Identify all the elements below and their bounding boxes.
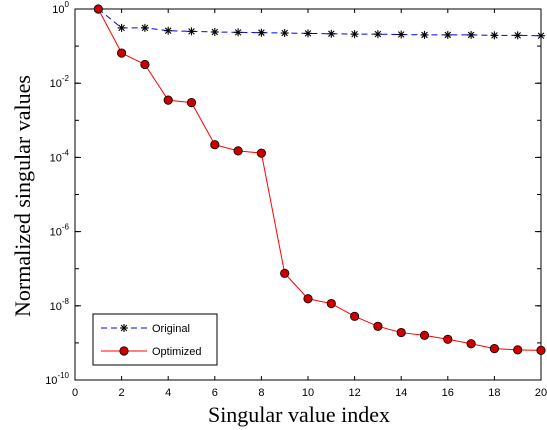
data-point-optimized [419,330,430,340]
data-point-optimized [396,327,406,338]
legend-marker-original [120,324,128,332]
legend: Original Optimized [92,313,218,366]
legend-label-original: Original [152,323,190,335]
data-point-original [537,31,545,40]
asterisk-stroke [304,30,312,37]
data-point-optimized [303,294,313,304]
y-tick-label: 10-4 [50,148,70,164]
x-tick-label: 2 [119,387,125,399]
data-point-original [350,30,359,39]
data-point-original [257,28,266,37]
data-point-optimized [210,140,220,150]
data-point-original [420,30,429,39]
y-tick-label: 10-2 [50,74,70,90]
data-point-original [210,27,219,36]
data-point-optimized [280,268,290,278]
data-point-optimized [186,97,197,108]
asterisk-stroke [141,24,149,32]
data-point-original [187,27,196,36]
data-point-optimized [489,344,499,354]
asterisk-stroke [118,24,125,32]
y-axis-label: Normalized singular values [10,75,35,317]
x-tick-label: 10 [302,387,314,399]
x-tick-label: 8 [258,387,264,399]
data-point-optimized [163,95,173,105]
asterisk-stroke [188,28,195,35]
data-point-optimized [326,298,336,309]
legend-label-optimized: Optimized [152,346,202,358]
y-tick-label: 10-6 [50,223,70,239]
data-point-optimized [349,311,360,321]
y-tick-label: 10-8 [50,297,70,313]
data-point-optimized [443,334,453,344]
data-point-original [513,31,522,40]
asterisk-stroke [467,31,475,39]
data-point-optimized [256,148,266,158]
y-tick-label: 10-10 [45,371,69,387]
data-point-optimized [536,345,546,355]
asterisk-stroke [444,31,452,39]
data-point-original [397,30,406,39]
data-point-original [234,28,243,37]
x-tick-label: 20 [535,387,547,399]
asterisk-stroke [421,31,428,39]
x-tick-label: 6 [212,387,218,399]
data-point-original [467,30,476,39]
data-point-optimized [93,4,103,14]
x-tick-label: 18 [488,387,500,399]
data-point-original [327,29,336,38]
x-tick-label: 16 [442,387,454,399]
data-point-optimized [117,48,127,58]
data-point-optimized [233,146,243,156]
asterisk-stroke [351,30,358,38]
asterisk-stroke [397,31,405,38]
x-tick-label: 0 [72,387,78,399]
asterisk-stroke [164,27,172,34]
series-layer [93,4,546,355]
data-point-optimized [466,339,476,349]
asterisk-stroke [328,30,335,38]
x-tick-label: 14 [395,387,407,399]
asterisk-stroke [258,29,265,36]
asterisk-stroke [374,30,382,38]
data-point-optimized [373,321,383,331]
data-point-original [490,31,499,40]
data-point-original [443,30,452,39]
data-point-original [304,29,312,38]
asterisk-stroke [211,28,219,36]
legend-box [92,313,218,366]
legend-marker-optimized [119,346,129,356]
data-point-original [164,26,173,35]
data-point-original [140,23,149,32]
asterisk-stroke [514,32,521,39]
asterisk-stroke [491,32,498,39]
x-tick-label: 4 [165,387,171,399]
data-point-original [373,30,382,39]
data-point-optimized [140,59,150,70]
x-tick-label: 12 [348,387,360,399]
axis-ticks: 0 2 4 6 8 10 12 14 16 18 20 100 10-2 10-4 10-6 10-8 10-1… [45,0,547,399]
x-axis-label: Singular value index [208,402,390,427]
asterisk-stroke [234,29,242,36]
asterisk-stroke [281,29,288,37]
y-tick-label: 100 [52,0,69,16]
data-point-optimized [513,345,523,355]
data-point-original [117,23,126,32]
asterisk-stroke [537,32,545,40]
data-point-original [280,29,289,38]
asterisk-stroke [120,324,128,332]
